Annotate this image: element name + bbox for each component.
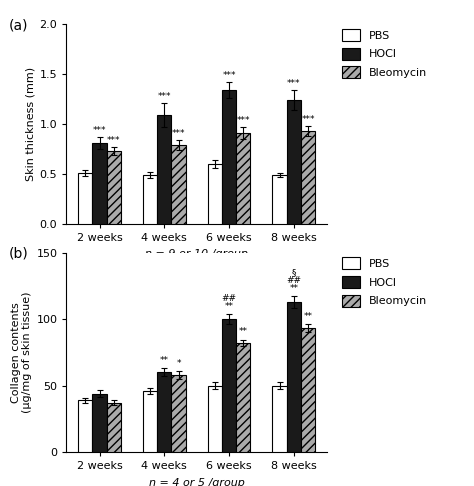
Bar [143,175,157,224]
Bar [172,145,186,224]
Legend: PBS, HOCl, Bleomycin: PBS, HOCl, Bleomycin [337,24,431,83]
Text: ##: ## [286,276,301,285]
Bar [92,143,107,224]
Bar [172,375,186,452]
Bar [301,131,315,224]
Text: ***: *** [287,79,301,88]
Text: §: § [292,268,296,277]
Text: ***: *** [172,129,185,138]
Bar [92,394,107,452]
Text: (a): (a) [9,18,28,33]
Bar [287,302,301,452]
Bar [236,343,250,452]
Text: n = 9 or 10 /group: n = 9 or 10 /group [145,249,248,260]
Bar [236,133,250,224]
Bar [273,175,287,224]
Text: n = 4 or 5 /group: n = 4 or 5 /group [149,478,245,486]
Legend: PBS, HOCl, Bleomycin: PBS, HOCl, Bleomycin [337,253,431,311]
Bar [222,90,236,224]
Bar [273,385,287,452]
Bar [78,173,92,224]
Bar [301,329,315,452]
Text: ***: *** [93,126,106,135]
Bar [222,319,236,452]
Bar [143,391,157,452]
Text: **: ** [289,283,298,293]
Text: **: ** [303,312,312,321]
Y-axis label: Skin thickness (mm): Skin thickness (mm) [26,67,36,181]
Bar [208,164,222,224]
Text: ***: *** [107,136,120,145]
Text: ***: *** [157,92,171,101]
Text: *: * [176,359,181,367]
Text: **: ** [225,301,234,311]
Bar [78,400,92,452]
Bar [107,403,121,452]
Text: ***: *** [301,115,315,124]
Bar [287,100,301,224]
Y-axis label: Collagen contents
(μg/mg of skin tissue): Collagen contents (μg/mg of skin tissue) [10,292,32,413]
Text: ##: ## [221,294,237,302]
Bar [157,372,172,452]
Text: **: ** [239,328,248,336]
Text: **: ** [160,356,169,365]
Text: ***: *** [237,116,250,125]
Text: ***: *** [222,71,236,80]
Bar [208,385,222,452]
Text: (b): (b) [9,247,29,261]
Bar [157,115,172,224]
Bar [107,151,121,224]
